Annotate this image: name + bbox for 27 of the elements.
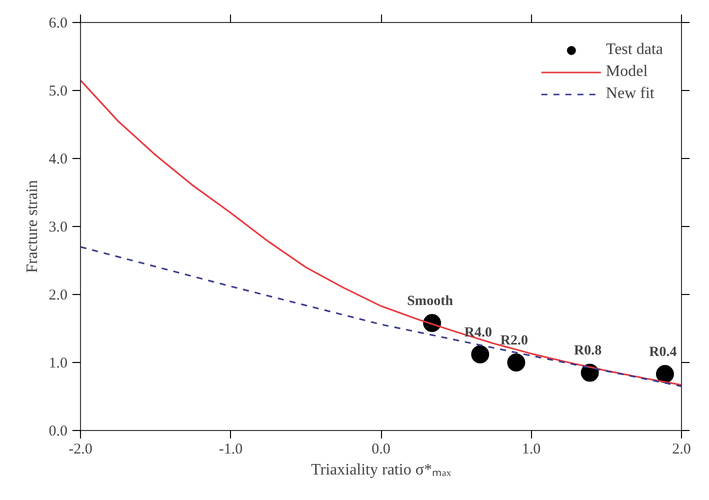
point xyxy=(656,365,674,384)
y-tick-label: 6.0 xyxy=(48,16,68,32)
x-axis-title: Triaxiality ratio σ*ₘₐₓ xyxy=(311,462,452,478)
annotation: R4.0 xyxy=(464,325,492,340)
x-tick-label: 0.0 xyxy=(372,442,390,458)
point xyxy=(507,354,526,372)
line-series xyxy=(80,80,682,386)
y-tick-label: 0.0 xyxy=(48,424,68,440)
x-tick-label: 2.0 xyxy=(672,442,691,458)
y-tick-label: 1.0 xyxy=(48,356,68,372)
y-axis-title: Fracture strain xyxy=(24,180,41,273)
legend-label: New fit xyxy=(606,85,654,103)
x-tick-label: -1.0 xyxy=(218,442,243,458)
legend-label: Test data xyxy=(606,41,663,59)
annotation: R0.4 xyxy=(649,345,677,360)
y-tick-label: 3.0 xyxy=(48,220,68,236)
y-tick-label: 4.0 xyxy=(48,152,68,168)
x-tick-label: -2.0 xyxy=(68,442,92,458)
annotation: R0.8 xyxy=(574,344,602,359)
x-tick-label: 1.0 xyxy=(522,442,541,458)
y-tick-label: 2.0 xyxy=(48,288,68,304)
y-tick-label: 5.0 xyxy=(48,84,68,100)
annotation: R2.0 xyxy=(500,334,528,348)
point xyxy=(471,345,490,364)
annotation: Smooth xyxy=(407,294,454,310)
line-series xyxy=(80,246,682,388)
legend-label: Model xyxy=(606,63,648,81)
